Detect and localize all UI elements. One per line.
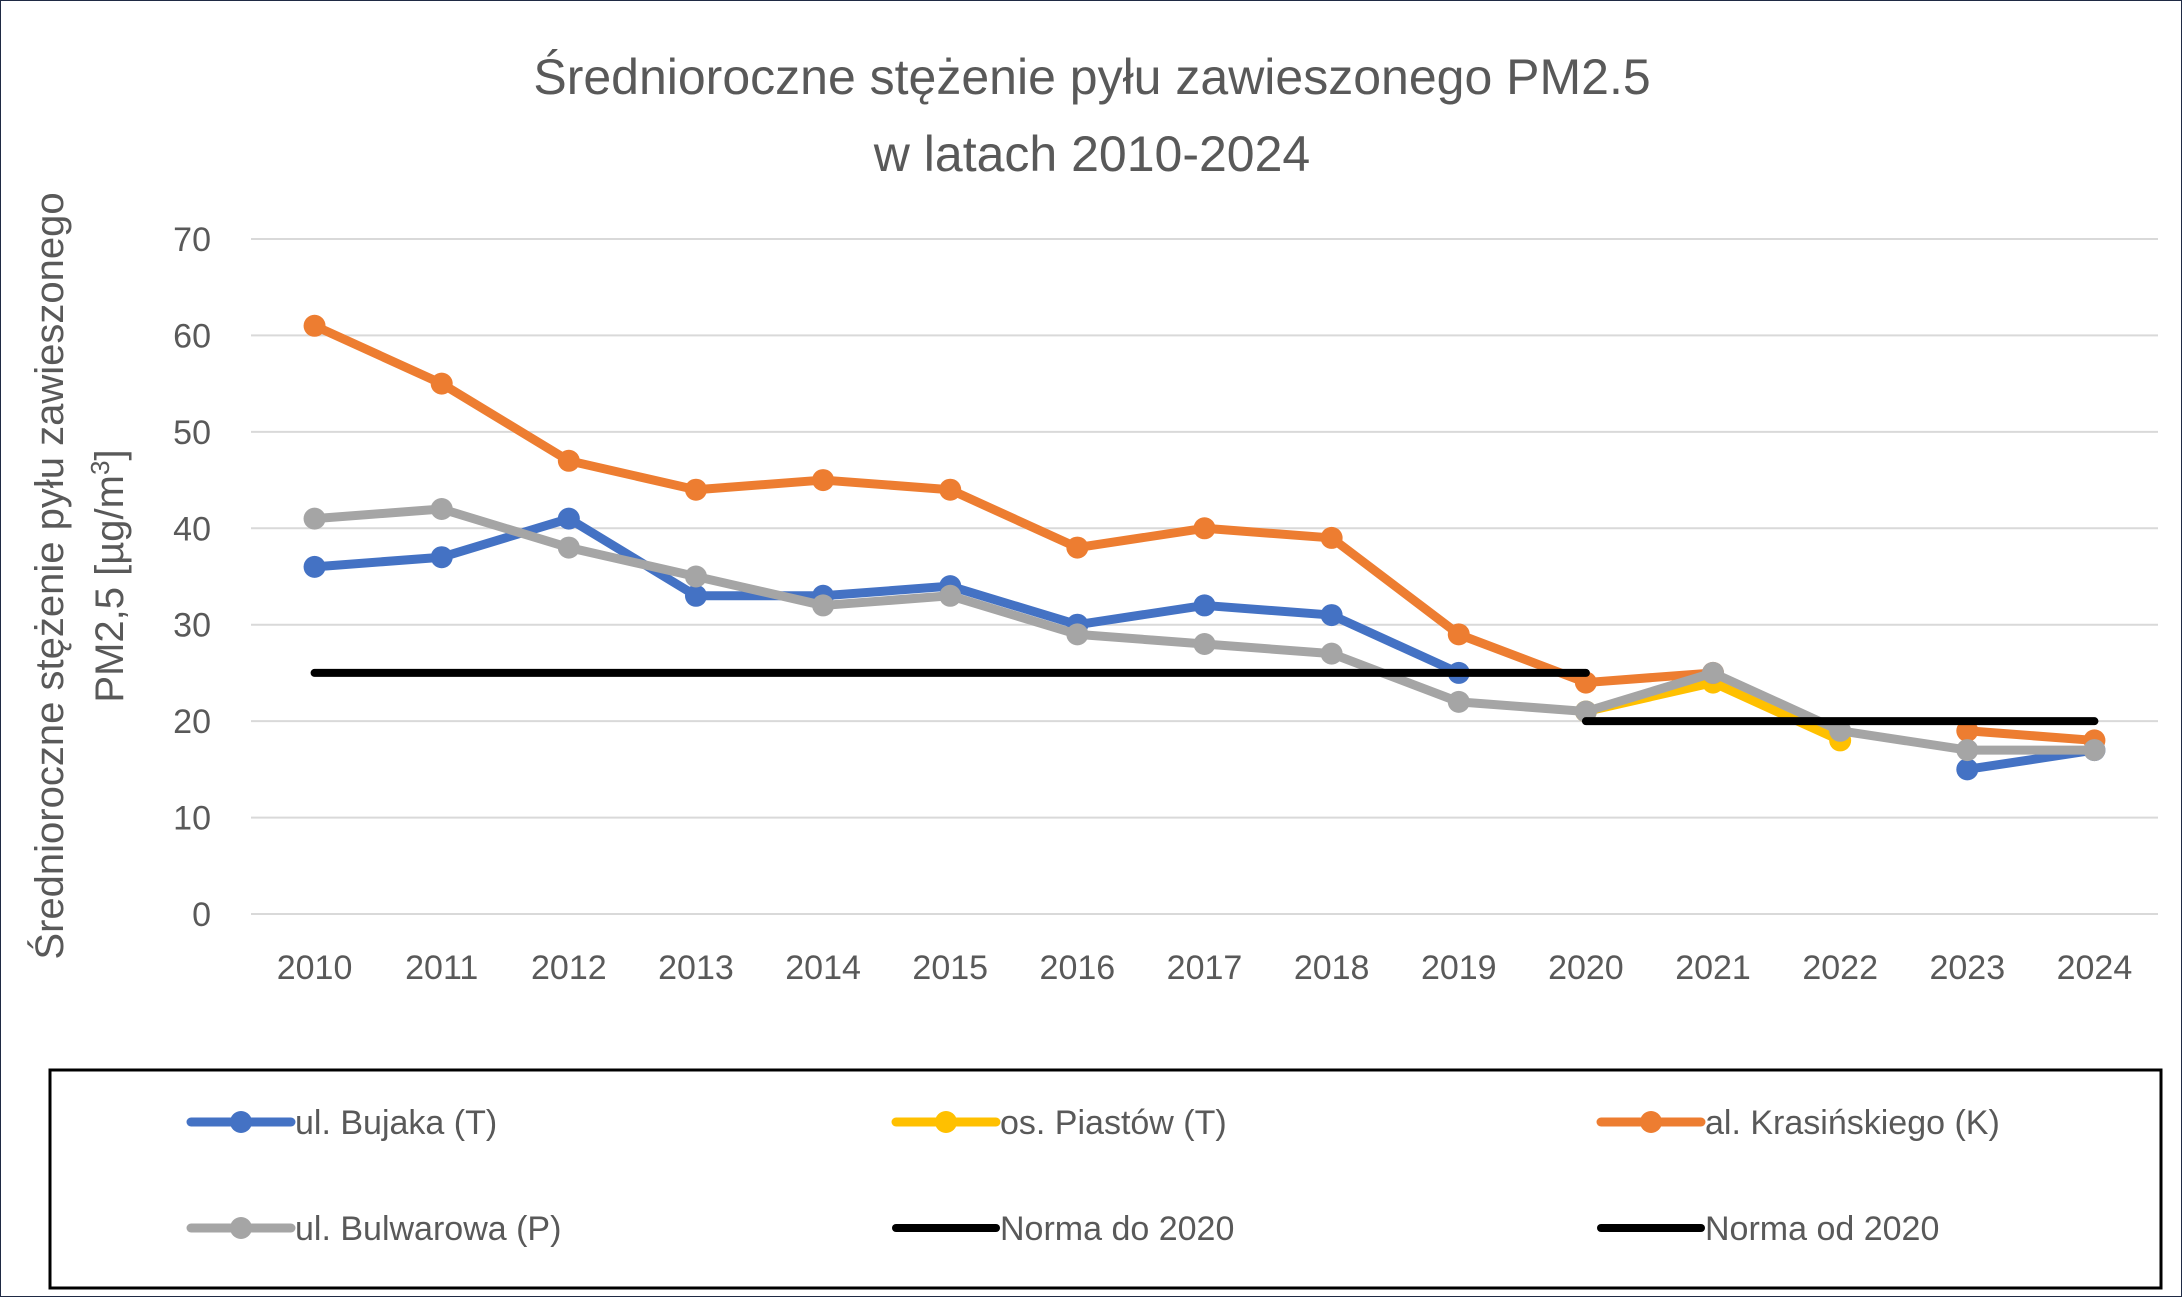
x-tick-label: 2016 (1040, 949, 1116, 987)
data-point (939, 584, 962, 607)
series-line (310, 321, 1718, 688)
chart-title-line-2: w latach 2010-2024 (873, 126, 1310, 182)
legend-box (48, 1068, 2163, 1290)
data-point (684, 584, 707, 607)
data-point (1829, 719, 1852, 742)
x-tick-label: 2024 (2057, 949, 2133, 987)
x-tick-label: 2019 (1421, 949, 1497, 987)
x-tick-label: 2014 (785, 949, 861, 987)
data-point (1193, 517, 1216, 540)
chart-title-line-1: Średnioroczne stężenie pyłu zawieszonego… (533, 48, 1650, 105)
data-point (1320, 604, 1343, 627)
y-axis-label-line-1: Średnioroczne stężenie pyłu zawieszonego (26, 192, 72, 959)
x-tick-label: 2020 (1548, 949, 1624, 987)
y-axis-label-text: PM2,5 [µg/m (88, 475, 132, 703)
x-tick-label: 2017 (1167, 949, 1243, 987)
y-axis-label-line-2: PM2,5 [µg/m3] (85, 449, 132, 702)
legend-item: ul. Bujaka (T) (186, 1104, 497, 1142)
data-point (557, 449, 580, 472)
x-tick-label: 2010 (277, 949, 353, 987)
legend-label: ul. Bulwarowa (P) (295, 1210, 561, 1248)
y-tick-label: 10 (173, 800, 211, 838)
data-point (1702, 661, 1725, 684)
series-line (310, 514, 1464, 678)
series-ul-bulwarowa-p- (303, 498, 2106, 762)
legend-swatch-marker (935, 1111, 957, 1133)
data-point (303, 314, 326, 337)
data-point (1447, 690, 1470, 713)
legend-item: al. Krasińskiego (K) (1596, 1104, 2000, 1142)
series-ul-bujaka-t- (303, 507, 2106, 781)
data-point (939, 478, 962, 501)
series-al-krasi-skiego-k- (303, 314, 2106, 752)
legend-item: Norma od 2020 (1597, 1210, 1939, 1248)
data-point (1193, 594, 1216, 617)
x-tick-label: 2021 (1675, 949, 1751, 987)
data-point (430, 372, 453, 395)
x-tick-label: 2022 (1802, 949, 1878, 987)
y-tick-label: 40 (173, 510, 211, 548)
data-point (684, 565, 707, 588)
data-point (812, 469, 835, 492)
data-point (1956, 758, 1979, 781)
data-point (812, 594, 835, 617)
y-tick-label: 60 (173, 317, 211, 355)
y-tick-label: 50 (173, 414, 211, 452)
data-point (303, 555, 326, 578)
x-tick-label: 2012 (531, 949, 607, 987)
legend-item: Norma do 2020 (892, 1210, 1234, 1248)
data-point (1956, 719, 1979, 742)
y-tick-label: 70 (173, 221, 211, 259)
legend-label: al. Krasińskiego (K) (1705, 1104, 2000, 1142)
data-point (557, 536, 580, 559)
legend-item: ul. Bulwarowa (P) (186, 1210, 561, 1248)
x-tick-label: 2013 (658, 949, 734, 987)
legend-label: os. Piastów (T) (1000, 1104, 1227, 1142)
data-point (1956, 739, 1979, 762)
x-tick-label: 2015 (912, 949, 988, 987)
data-point (1447, 623, 1470, 646)
data-point (430, 546, 453, 569)
data-point (1320, 642, 1343, 665)
data-point (2083, 739, 2106, 762)
data-point (1066, 623, 1089, 646)
legend-swatch-marker (230, 1217, 252, 1239)
data-point (1320, 526, 1343, 549)
data-point (1574, 671, 1597, 694)
legend-label: Norma od 2020 (1705, 1210, 1939, 1248)
data-point (1066, 536, 1089, 559)
x-tick-label: 2023 (1929, 949, 2005, 987)
legend-item: os. Piastów (T) (891, 1104, 1227, 1142)
y-tick-label: 30 (173, 607, 211, 645)
data-point (1574, 700, 1597, 723)
data-point (557, 507, 580, 530)
legend-swatch-marker (1640, 1111, 1662, 1133)
y-axis-label-bracket: ] (88, 449, 132, 460)
legend-label: Norma do 2020 (1000, 1210, 1234, 1248)
x-tick-label: 2018 (1294, 949, 1370, 987)
y-tick-label: 0 (192, 896, 211, 934)
y-axis-label-superscript: 3 (85, 461, 115, 475)
y-tick-label: 20 (173, 703, 211, 741)
series-line (310, 504, 2099, 755)
data-point (303, 507, 326, 530)
legend-label: ul. Bujaka (T) (295, 1104, 497, 1142)
data-point (430, 498, 453, 520)
x-tick-label: 2011 (405, 949, 478, 987)
legend-swatch-marker (230, 1111, 252, 1133)
data-point (684, 478, 707, 501)
series-line (1962, 726, 2099, 745)
data-point (1193, 633, 1216, 655)
